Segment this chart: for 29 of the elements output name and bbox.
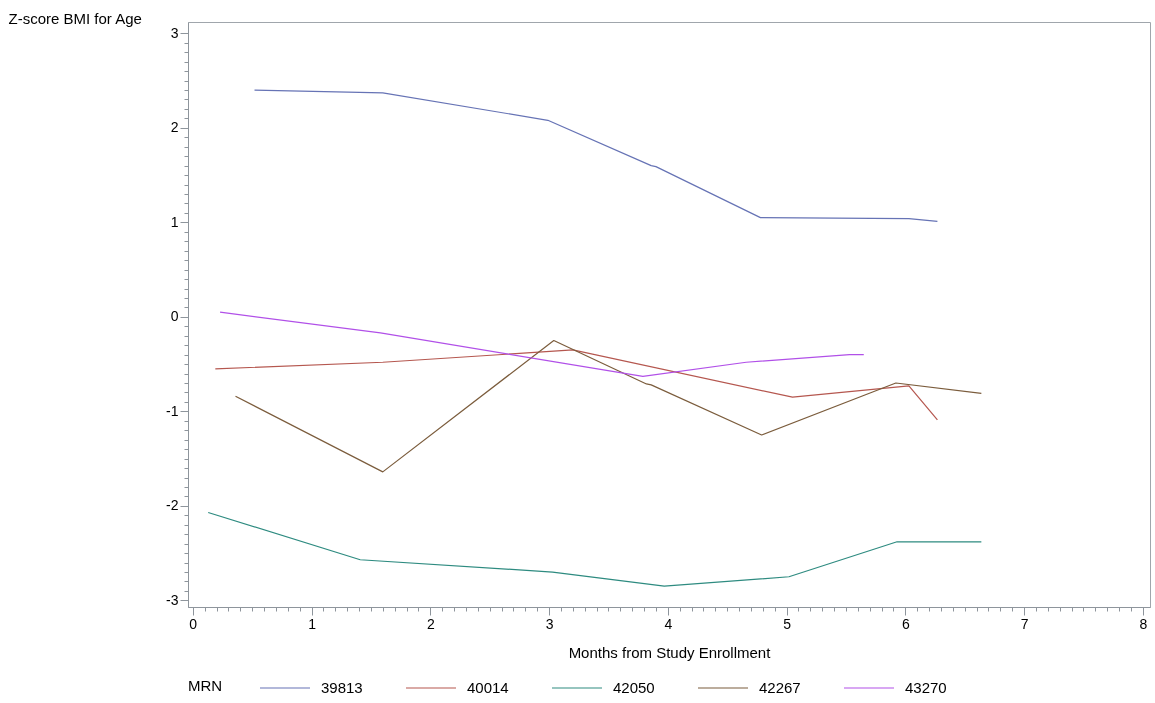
- x-tick-label: 8: [1139, 615, 1148, 632]
- x-tick-label: 1: [308, 615, 317, 632]
- legend-title: MRN: [188, 677, 223, 694]
- x-tick-label: 3: [545, 615, 554, 632]
- y-tick-label: 0: [170, 308, 179, 325]
- y-tick-label: -3: [166, 591, 179, 608]
- x-tick-label: 4: [664, 615, 673, 632]
- legend-label: 40014: [467, 679, 509, 696]
- legend-label: 42267: [759, 679, 801, 696]
- y-axis-title: Z-score BMI for Age: [8, 9, 142, 27]
- y-tick-label: -1: [166, 402, 179, 419]
- legend-label: 43270: [905, 679, 947, 696]
- x-tick-label: 0: [189, 615, 198, 632]
- x-tick-label: 6: [901, 615, 910, 632]
- x-tick-label: 2: [426, 615, 435, 632]
- y-tick-label: 1: [170, 213, 179, 230]
- legend-label: 39813: [321, 679, 363, 696]
- line-series: [219, 311, 865, 377]
- line-series: [234, 339, 982, 473]
- x-tick-label: 5: [783, 615, 792, 632]
- y-tick-label: 2: [170, 119, 179, 136]
- y-tick-label: 3: [170, 24, 179, 41]
- x-axis-title: Months from Study Enrollment: [568, 643, 772, 661]
- legend-label: 42050: [613, 679, 655, 696]
- line-series: [253, 89, 939, 223]
- line-series: [207, 511, 982, 587]
- line-series: [214, 349, 939, 421]
- x-tick-label: 7: [1020, 615, 1029, 632]
- y-tick-label: -2: [166, 497, 179, 514]
